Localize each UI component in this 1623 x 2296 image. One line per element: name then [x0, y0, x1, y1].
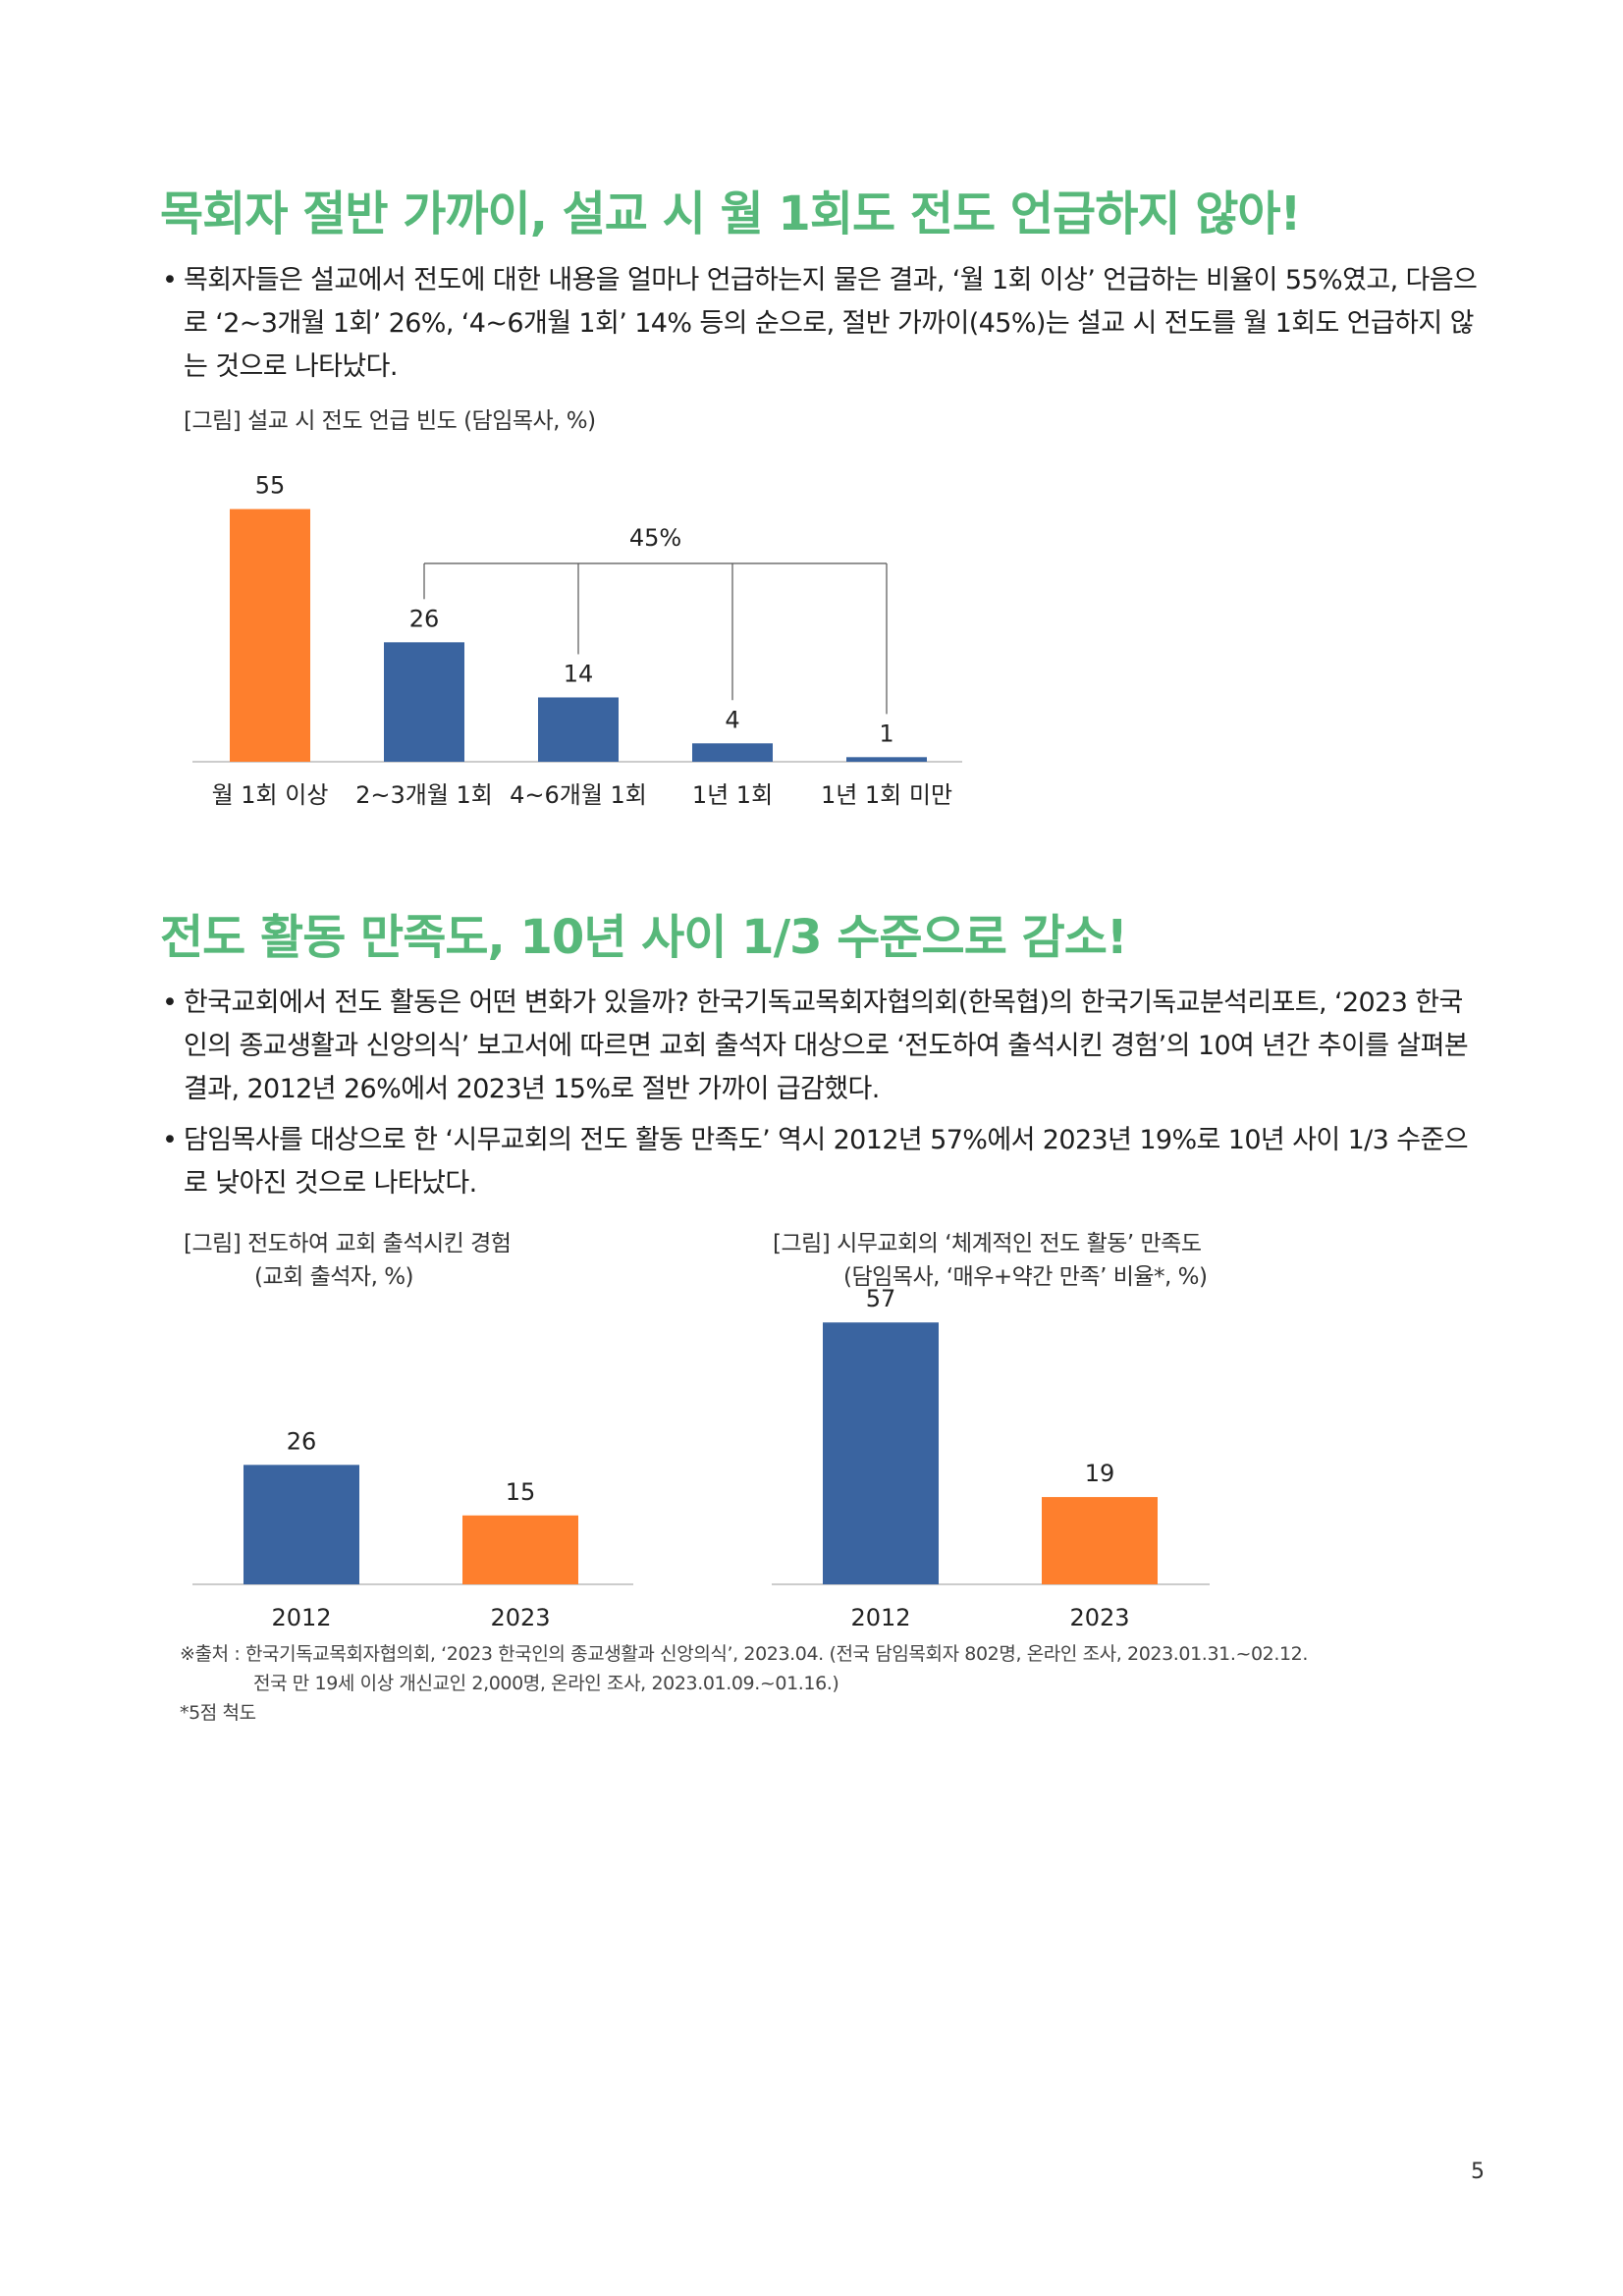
chart2-value-label-0: 26	[287, 1427, 317, 1455]
source-line-1: ※출처 : 한국기독교목회자협의회, ‘2023 한국인의 종교생활과 신앙의식…	[180, 1643, 1309, 1665]
chart3-caption-line1: [그림] 시무교회의 ‘체계적인 전도 활동’ 만족도	[773, 1231, 1202, 1256]
chart2-category-label-1: 2023	[490, 1604, 550, 1631]
chart2-value-label-1: 15	[506, 1478, 536, 1506]
chart3-bar-1	[1042, 1497, 1158, 1584]
chart2-caption: [그림] 전도하여 교회 출석시킨 경험 (교회 출석자, %)	[184, 1227, 512, 1294]
chart2-category-label-0: 2012	[271, 1604, 331, 1631]
chart3-caption-line2: (담임목사, ‘매우+약간 만족’ 비율*, %)	[843, 1264, 1208, 1290]
chart1-value-label-0: 55	[255, 472, 286, 500]
chart1-category-label-4: 1년 1회 미만	[821, 781, 952, 809]
chart3-value-label-1: 19	[1085, 1460, 1115, 1487]
chart3-bar-0	[823, 1322, 939, 1584]
chart1-bar-3	[692, 743, 773, 762]
chart1-category-label-2: 4~6개월 1회	[510, 781, 647, 809]
source-line-2: 전국 만 19세 이상 개신교인 2,000명, 온라인 조사, 2023.01…	[253, 1673, 839, 1694]
chart1-bar-2	[538, 697, 619, 762]
chart1-bar-4	[846, 757, 927, 762]
section1-bullet: 목회자들은 설교에서 전도에 대한 내용을 얼마나 언급하는지 물은 결과, ‘…	[162, 259, 1483, 389]
chart1-category-label-1: 2~3개월 1회	[355, 781, 493, 809]
section2-bullet-1: 한국교회에서 전도 활동은 어떤 변화가 있을까? 한국기독교목회자협의회(한목…	[162, 982, 1483, 1111]
chart1-value-label-2: 14	[564, 660, 594, 687]
page-number: 5	[1471, 2160, 1485, 2184]
scale-note: *5점 척도	[180, 1702, 256, 1724]
chart2-bar-0	[243, 1465, 359, 1584]
source-note: ※출처 : 한국기독교목회자협의회, ‘2023 한국인의 종교생활과 신앙의식…	[180, 1639, 1308, 1728]
section1-heading: 목회자 절반 가까이, 설교 시 월 1회도 전도 언급하지 않아!	[160, 187, 1301, 241]
chart2-bar-1	[462, 1515, 578, 1584]
chart1-category-label-3: 1년 1회	[692, 781, 773, 809]
chart1-bracket-label: 45%	[629, 524, 681, 552]
chart2-caption-line2: (교회 출석자, %)	[254, 1264, 414, 1290]
section2-bullet-2: 담임목사를 대상으로 한 ‘시무교회의 전도 활동 만족도’ 역시 2012년 …	[162, 1119, 1483, 1205]
section2-heading: 전도 활동 만족도, 10년 사이 1/3 수준으로 감소!	[160, 910, 1128, 965]
chart3-category-label-1: 2023	[1069, 1604, 1129, 1631]
chart1-caption: [그림] 설교 시 전도 언급 빈도 (담임목사, %)	[184, 408, 596, 434]
chart1-bar-1	[384, 642, 464, 762]
chart1-value-label-3: 4	[725, 706, 739, 733]
chart1-category-label-0: 월 1회 이상	[212, 781, 329, 809]
chart1-value-label-4: 1	[879, 720, 893, 747]
chart3-category-label-0: 2012	[850, 1604, 910, 1631]
chart1-value-label-1: 26	[409, 605, 440, 632]
chart3-caption: [그림] 시무교회의 ‘체계적인 전도 활동’ 만족도 (담임목사, ‘매우+약…	[773, 1227, 1208, 1294]
chart1-bar-0	[230, 508, 310, 762]
chart2-caption-line1: [그림] 전도하여 교회 출석시킨 경험	[184, 1231, 512, 1256]
chart3-value-label-0: 57	[866, 1285, 896, 1312]
